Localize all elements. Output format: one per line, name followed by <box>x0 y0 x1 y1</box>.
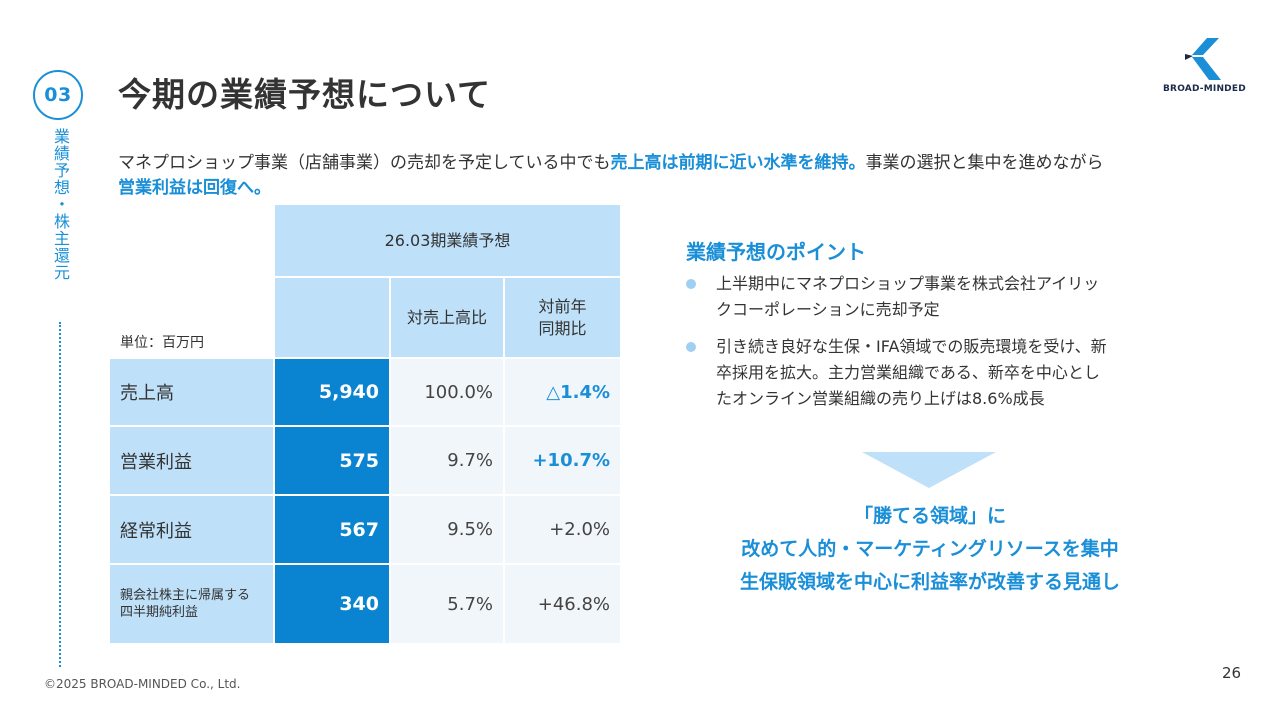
value-text: 340 <box>339 593 379 615</box>
row-label-text: 営業利益 <box>120 451 192 473</box>
table-header-main: 26.03期業績予想 <box>275 205 620 276</box>
value-text: 567 <box>339 518 379 541</box>
conclusion-line2: 改めて人的・マーケティングリソースを集中 <box>741 538 1119 560</box>
table-cell-value: 567 <box>275 496 389 563</box>
point-item: 上半期中にマネプロショップ事業を株式会社アイリッ クコーポレーションに売却予定 <box>686 271 1176 323</box>
table-header-ratio: 対売上高比 <box>391 278 503 357</box>
intro-highlight2: 営業利益は回復へ。 <box>118 178 271 198</box>
section-label: 業績予想・株主還元 <box>51 128 70 281</box>
logo-text: BROAD-MINDED <box>1163 84 1246 94</box>
row-label-line2: 四半期純利益 <box>120 605 199 620</box>
table-cell-ratio: 9.7% <box>391 427 503 494</box>
table-cell-ratio: 9.5% <box>391 496 503 563</box>
page-title: 今期の業績予想について <box>118 75 492 114</box>
down-arrow-icon <box>862 452 996 488</box>
table-cell-value: 340 <box>275 565 389 643</box>
value-text: 5,940 <box>318 381 379 403</box>
table-cell-yoy: +2.0% <box>505 496 620 563</box>
table-cell-ratio: 100.0% <box>391 359 503 425</box>
table-header-main-text: 26.03期業績予想 <box>384 230 511 250</box>
table-row-label-ordinary-profit: 経常利益 <box>110 496 273 563</box>
intro-part2: 事業の選択と集中を進めながら <box>865 153 1104 173</box>
table-row-label-sales: 売上高 <box>110 359 273 425</box>
logo-mark-icon <box>1185 38 1221 80</box>
intro-highlight1: 売上高は前期に近い水準を維持。 <box>610 153 866 173</box>
table-header-yoy-line2: 同期比 <box>538 318 587 338</box>
conclusion: 「勝てる領域」に 改めて人的・マーケティングリソースを集中 生保販領域を中心に利… <box>700 500 1160 599</box>
bullet-icon <box>686 279 696 289</box>
row-label-text: 経常利益 <box>120 520 192 542</box>
table-header-value-spacer <box>275 278 389 357</box>
point-line: 卒採用を拡大。主力営業組織である、新卒を中心とし <box>716 363 1100 382</box>
bullet-icon <box>686 342 696 352</box>
company-logo: BROAD-MINDED <box>1163 36 1246 96</box>
table-cell-yoy: +46.8% <box>505 565 620 643</box>
table-header-ratio-text: 対売上高比 <box>406 307 487 327</box>
table-cell-value: 5,940 <box>275 359 389 425</box>
copyright: ©2025 BROAD-MINDED Co., Ltd. <box>44 677 241 691</box>
ratio-text: 9.7% <box>447 450 493 471</box>
section-number: 03 <box>44 84 72 106</box>
row-label-text: 売上高 <box>120 383 174 404</box>
point-line: 上半期中にマネプロショップ事業を株式会社アイリッ <box>716 274 1100 293</box>
conclusion-line3: 生保販領域を中心に利益率が改善する見通し <box>739 571 1120 593</box>
table-cell-ratio: 5.7% <box>391 565 503 643</box>
intro-part1: マネプロショップ事業（店舗事業）の売却を予定している中でも <box>118 153 611 173</box>
point-line: クコーポレーションに売却予定 <box>716 300 940 319</box>
row-label-line1: 親会社株主に帰属する <box>120 588 251 603</box>
yoy-text: △1.4% <box>546 381 610 403</box>
conclusion-line1: 「勝てる領域」に <box>853 505 1006 527</box>
section-number-badge: 03 <box>33 70 83 120</box>
table-row-label-operating-profit: 営業利益 <box>110 427 273 494</box>
value-text: 575 <box>339 449 379 472</box>
intro-text: マネプロショップ事業（店舗事業）の売却を予定している中でも売上高は前期に近い水準… <box>118 151 1228 201</box>
point-line: 引き続き良好な生保・IFA領域での販売環境を受け、新 <box>716 337 1107 356</box>
page-number: 26 <box>1222 664 1242 682</box>
unit-label: 単位：百万円 <box>120 335 204 351</box>
table-cell-value: 575 <box>275 427 389 494</box>
table-row-label-net-income: 親会社株主に帰属する 四半期純利益 <box>110 565 273 643</box>
section-divider <box>59 322 61 667</box>
yoy-text: +2.0% <box>549 519 610 540</box>
table-header-yoy: 対前年 同期比 <box>505 278 620 357</box>
points-title: 業績予想のポイント <box>686 240 866 264</box>
yoy-text: +10.7% <box>532 450 610 471</box>
point-item: 引き続き良好な生保・IFA領域での販売環境を受け、新 卒採用を拡大。主力営業組織… <box>686 334 1176 412</box>
ratio-text: 9.5% <box>447 519 493 540</box>
table-header-yoy-line1: 対前年 <box>538 296 587 316</box>
table-cell-yoy: △1.4% <box>505 359 620 425</box>
table-cell-yoy: +10.7% <box>505 427 620 494</box>
yoy-text: +46.8% <box>537 593 610 615</box>
ratio-text: 5.7% <box>447 593 493 615</box>
ratio-text: 100.0% <box>424 381 493 403</box>
point-line: たオンライン営業組織の売り上げは8.6%成長 <box>716 389 1045 408</box>
